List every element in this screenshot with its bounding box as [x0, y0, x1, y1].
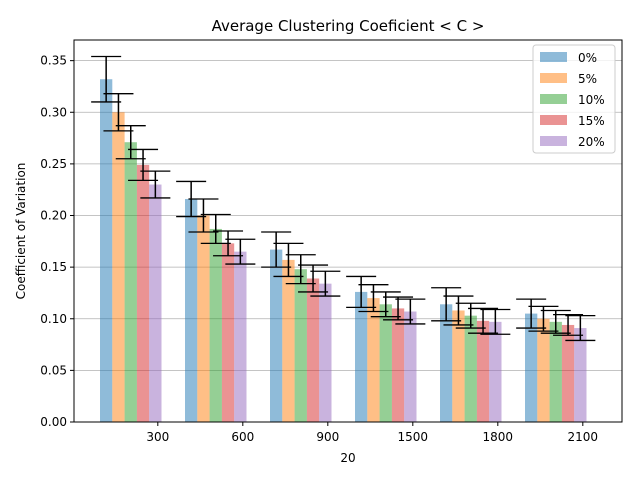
- legend-swatch: [540, 136, 567, 146]
- x-tick-label: 1800: [483, 430, 514, 444]
- x-tick-label: 2100: [568, 430, 599, 444]
- legend-label: 0%: [578, 51, 597, 65]
- x-tick-label: 1500: [398, 430, 429, 444]
- y-tick-label: 0.25: [40, 157, 67, 171]
- y-tick-label: 0.00: [40, 415, 67, 429]
- bar: [561, 324, 575, 422]
- y-tick-label: 0.30: [40, 105, 67, 119]
- x-tick-label: 900: [316, 430, 339, 444]
- bar: [489, 321, 502, 422]
- bar: [391, 308, 405, 422]
- legend-label: 5%: [578, 72, 597, 86]
- legend-swatch: [540, 52, 567, 62]
- x-axis-label: 20: [340, 451, 355, 465]
- chart-title: Average Clustering Coeficient < C >: [212, 17, 485, 35]
- bar: [136, 164, 150, 423]
- bar: [537, 318, 550, 422]
- plot-frame: [73, 39, 623, 423]
- bar: [197, 215, 210, 422]
- y-axis-label: Coefficient of Variation: [14, 163, 28, 300]
- bar: [149, 184, 162, 422]
- bar: [549, 321, 562, 422]
- grid-lines: [74, 60, 622, 423]
- y-ticks: 0.00 0.05 0.10 0.15 0.20 0.25 0.30 0.35: [40, 54, 74, 429]
- bar: [379, 304, 392, 422]
- legend-box: [532, 44, 616, 154]
- error-bars: [91, 55, 596, 342]
- legend-label: 15%: [578, 114, 605, 128]
- bar: [282, 259, 295, 422]
- bar: [440, 304, 453, 422]
- bar: [221, 243, 235, 422]
- legend-swatch: [540, 115, 567, 125]
- legend-swatch: [540, 94, 567, 104]
- bar: [476, 320, 490, 422]
- bar: [185, 198, 198, 422]
- y-tick-label: 0.05: [40, 363, 67, 377]
- x-tick-label: 300: [146, 430, 169, 444]
- bar: [306, 278, 320, 422]
- y-tick-label: 0.10: [40, 312, 67, 326]
- legend-label: 20%: [578, 135, 605, 149]
- legend-swatch: [540, 73, 567, 83]
- bar: [270, 249, 283, 422]
- bar: [452, 310, 465, 422]
- bar: [404, 311, 417, 422]
- bar: [100, 79, 113, 423]
- bar: [234, 251, 247, 422]
- y-tick-label: 0.35: [40, 54, 67, 68]
- x-ticks: 300 600 900 1500 1800 2100: [146, 422, 598, 444]
- legend-label: 10%: [578, 93, 605, 107]
- bar: [294, 269, 307, 422]
- bar: [574, 328, 587, 422]
- x-tick-label: 600: [231, 430, 254, 444]
- y-tick-label: 0.15: [40, 260, 67, 274]
- bar: [464, 315, 477, 422]
- bar: [367, 298, 380, 422]
- y-tick-label: 0.20: [40, 209, 67, 223]
- bar: [525, 313, 538, 422]
- bar: [319, 283, 332, 422]
- bar: [209, 228, 222, 422]
- bar: [124, 142, 137, 422]
- bar: [112, 112, 125, 423]
- bars: [100, 79, 587, 423]
- bar: [355, 291, 368, 422]
- legend: 0% 5% 10% 15% 20%: [532, 44, 616, 154]
